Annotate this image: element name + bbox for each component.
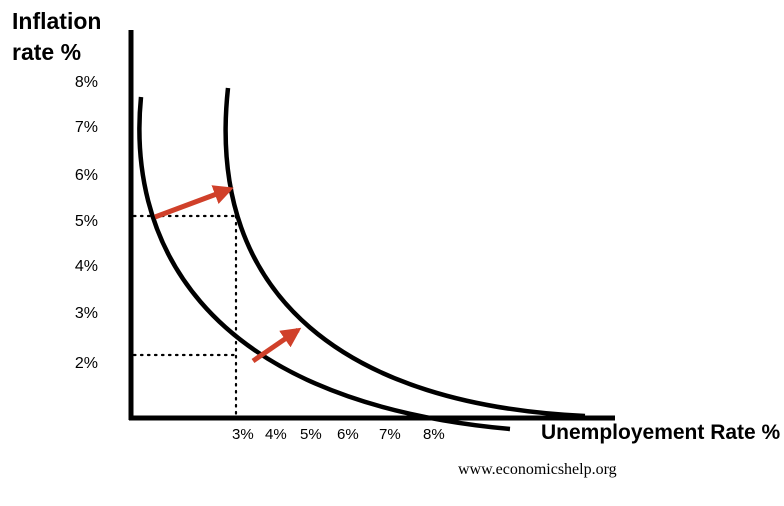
y-tick-label: 4% [74, 258, 98, 275]
y-tick-label: 5% [74, 213, 98, 230]
y-tick-label: 8% [74, 74, 98, 91]
phillips-curve-original [137, 96, 511, 432]
y-axis-title: Inflation rate % [12, 6, 101, 68]
y-axis-title-line1: Inflation [12, 8, 102, 34]
y-tick-label: 7% [74, 119, 98, 136]
y-tick-label: 2% [74, 355, 98, 372]
shift-arrow-upper [154, 185, 234, 220]
phillips-curve-shifted [223, 87, 586, 419]
x-tick-label: 4% [265, 426, 287, 443]
y-tick-label: 3% [74, 305, 98, 322]
x-tick-label: 3% [232, 426, 254, 443]
shift-arrow-lower [251, 327, 302, 364]
x-tick-label: 7% [379, 426, 401, 443]
x-axis-title: Unemployement Rate % [541, 421, 781, 444]
y-tick-label: 6% [74, 167, 98, 184]
y-axis-title-line2: rate % [12, 39, 82, 65]
x-tick-label: 6% [337, 426, 359, 443]
source-credit: www.economicshelp.org [458, 461, 617, 478]
x-tick-label: 5% [300, 426, 322, 443]
x-tick-label: 8% [423, 426, 445, 443]
